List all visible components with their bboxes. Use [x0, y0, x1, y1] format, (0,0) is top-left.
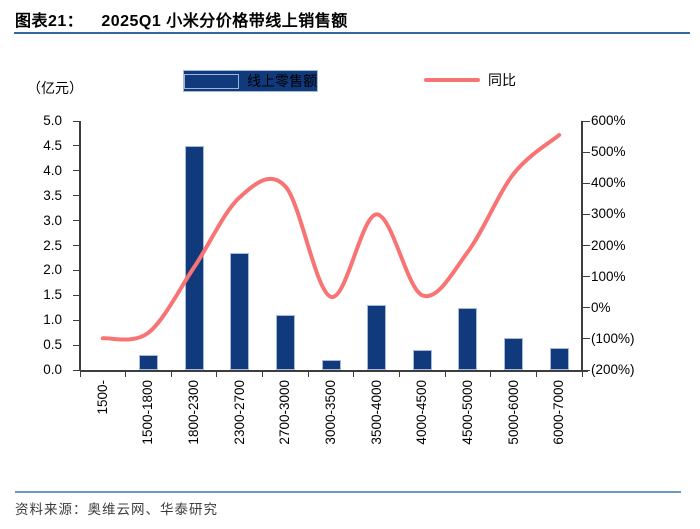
right-axis-tick-label: 200% [591, 237, 626, 253]
x-axis-tick [307, 372, 309, 377]
bar-series-label: 线上零售额 [247, 73, 317, 89]
left-axis-tick-label: 3.0 [43, 212, 62, 228]
right-axis-tick [583, 276, 590, 278]
left-axis-tick-label: 1.0 [43, 312, 62, 328]
x-category-label: 6000-7000 [551, 380, 567, 445]
y-axis-left [79, 121, 81, 370]
left-axis-tick-label: 5.0 [43, 113, 62, 128]
x-category-label: 3500-4000 [368, 380, 384, 445]
figure-number-label: 图表21： [15, 13, 84, 30]
x-axis-tick [125, 372, 127, 377]
source-divider [15, 491, 681, 493]
x-category-label: 5000-6000 [505, 380, 521, 445]
x-category-label: 4500-5000 [459, 380, 475, 445]
x-axis-tick [216, 372, 218, 377]
x-category-label: 1500- [94, 380, 110, 415]
x-category-label: 1500-1800 [140, 380, 156, 445]
right-axis-tick-label: 500% [591, 144, 626, 160]
x-axis-tick [398, 372, 400, 377]
right-axis-tick [583, 182, 590, 184]
y-axis-right [581, 121, 583, 370]
left-axis-unit-label: （亿元） [27, 80, 83, 96]
right-axis-tick-label: 400% [591, 175, 626, 191]
right-axis-tick [583, 307, 590, 309]
right-axis-tick-label: 100% [591, 268, 626, 284]
left-axis-tick-label: 2.5 [43, 237, 62, 253]
left-axis-tick-label: 0.5 [43, 337, 62, 353]
left-axis-tick [73, 369, 80, 371]
left-axis-tick [73, 344, 80, 346]
left-axis-tick [73, 170, 80, 172]
legend-item-bar-series: 线上零售额 [183, 70, 318, 92]
left-axis-tick-label: 3.5 [43, 187, 62, 203]
bar [412, 350, 432, 370]
left-axis-tick-label: 2.0 [43, 262, 62, 278]
bar [230, 252, 250, 370]
line-series-path [100, 133, 562, 342]
right-axis-tick [583, 151, 590, 153]
bar [367, 305, 387, 370]
right-axis-tick [583, 369, 590, 371]
right-axis-tick-label: 300% [591, 206, 626, 222]
x-axis-tick [170, 372, 172, 377]
bar [321, 360, 341, 370]
left-axis-tick [73, 220, 80, 222]
right-axis-tick-label: (100%) [591, 330, 635, 346]
bar [549, 347, 569, 370]
x-axis-tick [535, 372, 537, 377]
right-axis-tick-label: (200%) [591, 362, 635, 377]
x-axis-tick [79, 372, 81, 377]
source-text: 资料来源：奥维云网、华泰研究 [15, 502, 218, 517]
left-axis-tick [73, 245, 80, 246]
chart-area: （亿元） 线上零售额 同比 5.0 4.5 4.0 3.5 3.0 2.5 2.0 1.5 1.… [0, 40, 700, 480]
x-axis-tick [490, 372, 492, 377]
right-axis-tick [583, 338, 590, 340]
x-axis [80, 370, 588, 372]
left-axis-tick [73, 145, 80, 147]
title-underline [14, 32, 690, 34]
left-axis-tick-label: 0.0 [43, 362, 62, 377]
bar [458, 307, 478, 370]
left-axis-tick-label: 4.5 [43, 137, 62, 153]
right-axis-tick [583, 245, 590, 246]
right-axis-tick-label: 0% [591, 299, 611, 315]
x-axis-tick [444, 372, 446, 377]
left-axis-tick [73, 269, 80, 271]
bar [275, 315, 295, 370]
line-series-swatch [424, 78, 480, 82]
bar [184, 145, 204, 370]
left-axis-tick [73, 319, 80, 321]
bar [504, 337, 524, 370]
left-axis-tick [73, 120, 80, 122]
left-axis-tick-label: 4.0 [43, 162, 62, 178]
bar [138, 355, 158, 370]
x-category-label: 3000-3500 [323, 380, 338, 445]
x-category-label: 4000-4500 [414, 380, 430, 445]
x-axis-tick [353, 372, 355, 377]
x-category-label: 2300-2700 [231, 380, 247, 445]
right-axis-tick [583, 120, 590, 122]
left-axis-tick [73, 294, 80, 296]
bar-series-swatch [184, 73, 239, 89]
left-axis-tick [73, 195, 80, 197]
x-category-label: 1800-2300 [186, 380, 202, 445]
legend-item-line-series: 同比 [424, 70, 516, 90]
right-axis-tick-label: 600% [591, 113, 626, 128]
right-axis-tick [583, 213, 590, 215]
left-axis-tick-label: 1.5 [43, 287, 62, 303]
chart-header: 图表21： 2025Q1 小米分价格带线上销售额 [15, 7, 691, 31]
x-axis-tick [581, 372, 583, 377]
x-category-label: 2700-3000 [277, 380, 293, 445]
legend: 线上零售额 同比 [0, 70, 700, 92]
chart-title: 2025Q1 小米分价格带线上销售额 [101, 13, 348, 30]
line-series-label: 同比 [488, 72, 516, 88]
x-axis-tick [262, 372, 264, 377]
